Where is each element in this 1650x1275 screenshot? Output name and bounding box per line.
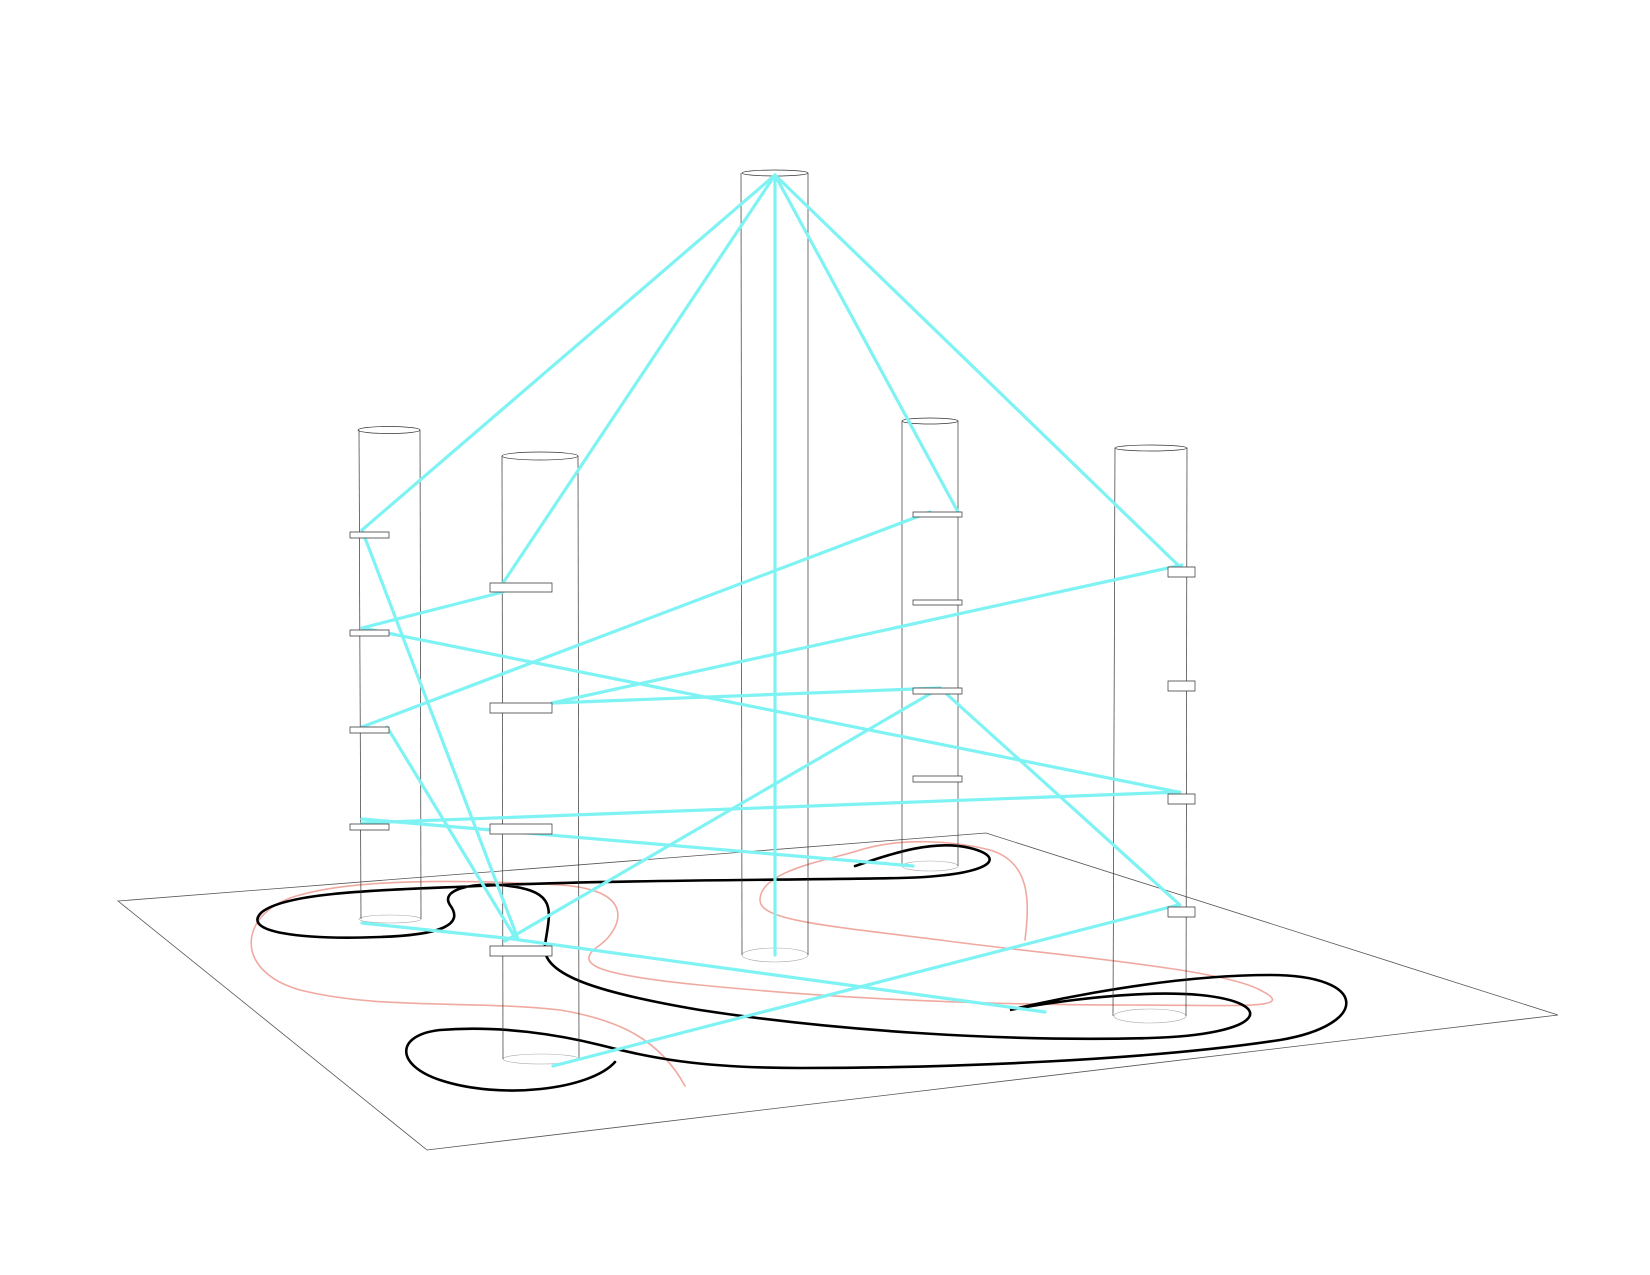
- beam: [360, 528, 520, 941]
- disc: [1167, 793, 1196, 805]
- disc: [489, 582, 553, 593]
- tower-1-right-edge: [419, 429, 422, 920]
- beam: [938, 686, 1182, 907]
- beam: [360, 921, 507, 940]
- beam: [360, 790, 1182, 825]
- tower-2-left-edge: [501, 455, 504, 1060]
- beam: [773, 173, 1182, 569]
- tower-1-discs: [349, 531, 390, 831]
- disc: [349, 726, 390, 734]
- tower-4-top: [1114, 444, 1188, 452]
- disc: [349, 629, 390, 637]
- tower-2-discs: [489, 582, 553, 957]
- tower-4: [1112, 444, 1188, 1024]
- tower-2: [501, 451, 580, 1065]
- tower-1-base: [358, 914, 422, 924]
- tower-2-right-edge: [577, 455, 580, 1060]
- tower-1: [357, 426, 422, 924]
- tower-4-discs: [1167, 566, 1196, 918]
- disc: [489, 945, 553, 957]
- tower-center-left-edge: [740, 172, 743, 956]
- beam: [360, 626, 1180, 794]
- beam: [360, 590, 505, 630]
- disc: [912, 599, 963, 606]
- disc: [489, 702, 553, 714]
- tower-3-top: [901, 417, 959, 425]
- tower-1-top: [357, 426, 421, 434]
- disc: [912, 687, 963, 695]
- tower-4-left-edge: [1112, 447, 1116, 1017]
- tower-4-right-edge: [1185, 447, 1188, 1017]
- disc: [912, 775, 963, 783]
- ground-plane: [116, 832, 1559, 1151]
- tower-3: [901, 417, 959, 872]
- tower-4-base: [1113, 1008, 1187, 1024]
- beam: [385, 725, 518, 941]
- disc: [912, 511, 963, 518]
- beam: [360, 817, 915, 868]
- black-path: [256, 844, 1348, 1092]
- beams: [360, 173, 1184, 1068]
- tower-3-discs: [912, 511, 963, 783]
- beam: [360, 510, 932, 729]
- beam: [773, 173, 960, 514]
- disc: [1167, 906, 1196, 918]
- tower-2-top: [501, 451, 579, 461]
- tower-1-left-edge: [358, 429, 362, 920]
- beam: [503, 936, 1047, 1014]
- beam: [360, 173, 777, 532]
- beam: [551, 903, 1180, 1068]
- disc: [349, 531, 390, 539]
- disc: [349, 823, 390, 831]
- disc: [1167, 680, 1196, 692]
- disc: [1167, 566, 1196, 578]
- beam: [550, 686, 942, 705]
- beam: [550, 563, 1184, 705]
- pink-path: [250, 840, 1274, 1087]
- beam: [501, 173, 777, 585]
- disc: [489, 823, 553, 835]
- beam: [503, 686, 942, 943]
